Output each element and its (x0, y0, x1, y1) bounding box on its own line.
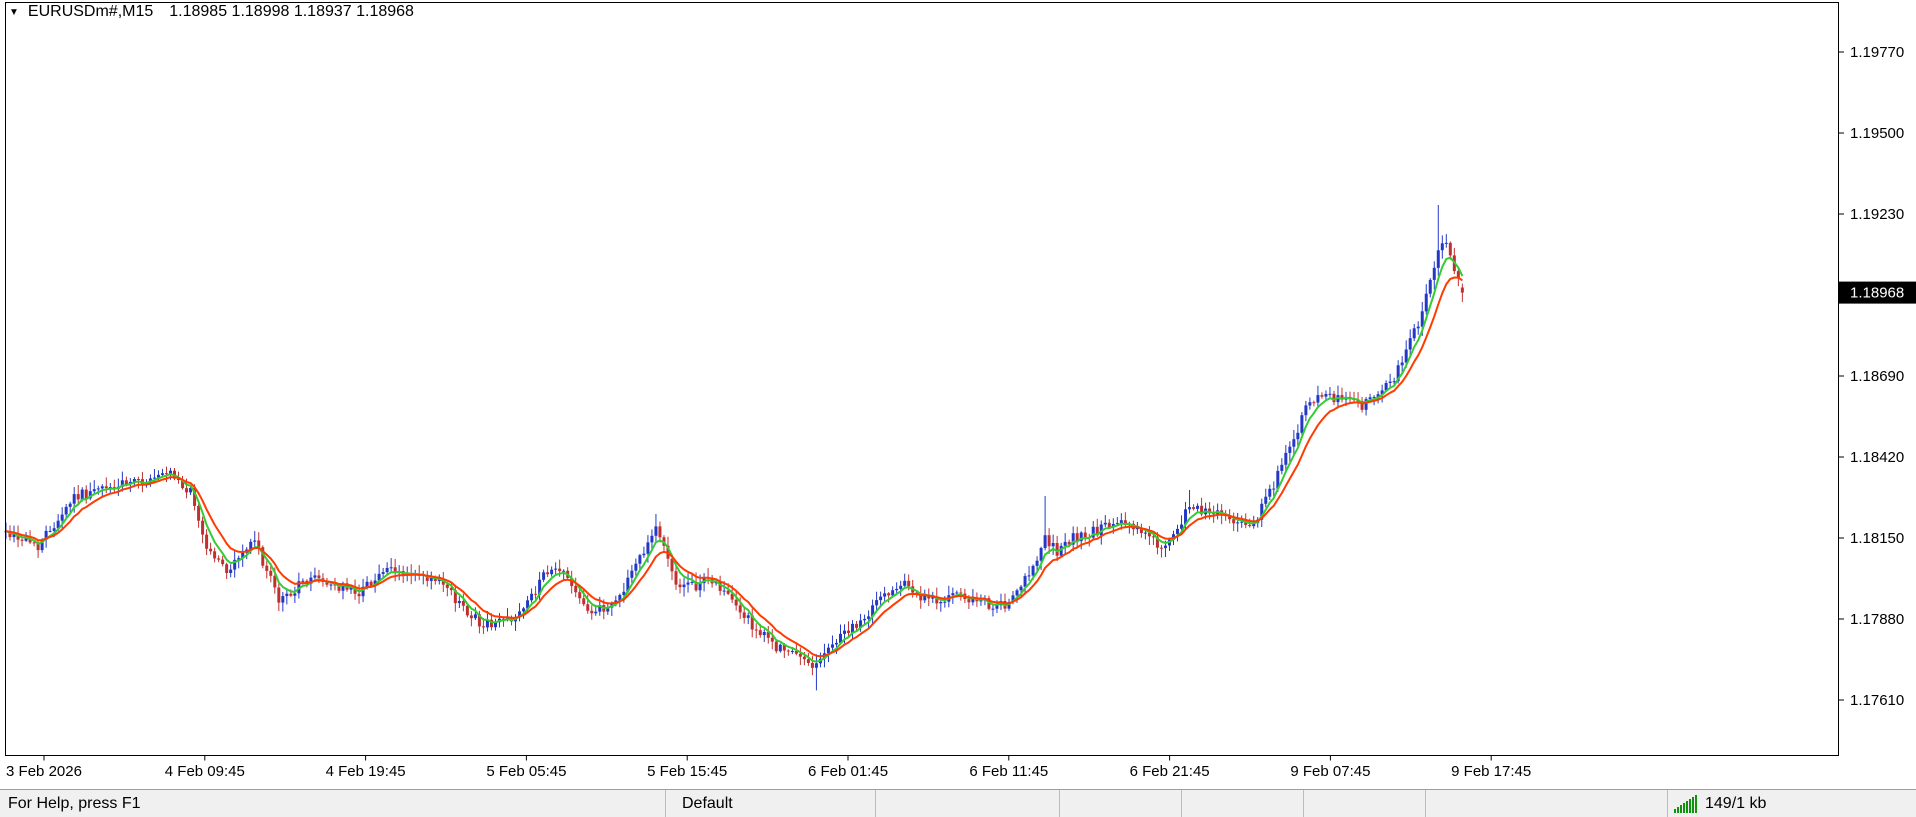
plot-border (5, 2, 1839, 756)
chart-marker-icon: ▼ (9, 6, 19, 18)
status-pane (1304, 790, 1426, 817)
chart-canvas[interactable]: 1.19770 1.19500 1.19230 1.18690 1.18420 1.181… (0, 0, 1916, 789)
status-pane (1060, 790, 1182, 817)
time-axis-label: 5 Feb 05:45 (486, 763, 566, 780)
time-axis-label: 3 Feb 2026 (6, 763, 82, 780)
ma-slow-line (5, 276, 1463, 658)
price-axis-label: 1.19230 (1850, 206, 1904, 223)
symbol-title: EURUSDm#,M15 (27, 3, 154, 20)
candles-layer (4, 205, 1464, 691)
time-axis-label: 9 Feb 17:45 (1451, 763, 1531, 780)
status-connection[interactable]: 149/1 kb (1668, 790, 1916, 817)
ma-fast-line (5, 256, 1464, 663)
price-axis[interactable]: 1.19770 1.19500 1.19230 1.18690 1.18420 1.181… (1838, 44, 1916, 709)
symbol-info: ▼ EURUSDm#,M15 1.18985 1.18998 1.18937 1… (9, 3, 414, 21)
price-axis-label: 1.18690 (1850, 368, 1904, 385)
status-bar: For Help, press F1 Default 149/1 kb (0, 789, 1916, 817)
time-axis-label: 5 Feb 15:45 (647, 763, 727, 780)
status-help-text: For Help, press F1 (0, 790, 666, 817)
price-axis-label: 1.17880 (1850, 611, 1904, 628)
connection-traffic-label: 149/1 kb (1705, 794, 1767, 812)
status-pane (876, 790, 1060, 817)
price-axis-label: 1.18150 (1850, 530, 1904, 547)
current-price-label: 1.18968 (1850, 285, 1904, 302)
time-axis-label: 4 Feb 09:45 (165, 763, 245, 780)
time-axis-label: 6 Feb 21:45 (1130, 763, 1210, 780)
time-axis[interactable]: 3 Feb 2026 4 Feb 09:45 4 Feb 19:45 5 Feb 05… (6, 755, 1531, 781)
time-axis-label: 6 Feb 01:45 (808, 763, 888, 780)
connection-strength-icon (1674, 794, 1697, 813)
status-profile-button[interactable]: Default (666, 790, 876, 817)
price-axis-label: 1.18420 (1850, 449, 1904, 466)
time-axis-label: 6 Feb 11:45 (969, 763, 1048, 780)
price-axis-label: 1.19770 (1850, 44, 1904, 61)
time-axis-label: 4 Feb 19:45 (326, 763, 406, 780)
time-axis-label: 9 Feb 07:45 (1290, 763, 1370, 780)
price-axis-label: 1.19500 (1850, 125, 1904, 142)
price-axis-label: 1.17610 (1850, 692, 1904, 709)
ohlc-values: 1.18985 1.18998 1.18937 1.18968 (169, 3, 414, 20)
price-chart[interactable]: 1.19770 1.19500 1.19230 1.18690 1.18420 1.181… (0, 0, 1916, 789)
current-price-box (1839, 281, 1916, 304)
status-pane (1182, 790, 1304, 817)
status-pane (1426, 790, 1668, 817)
